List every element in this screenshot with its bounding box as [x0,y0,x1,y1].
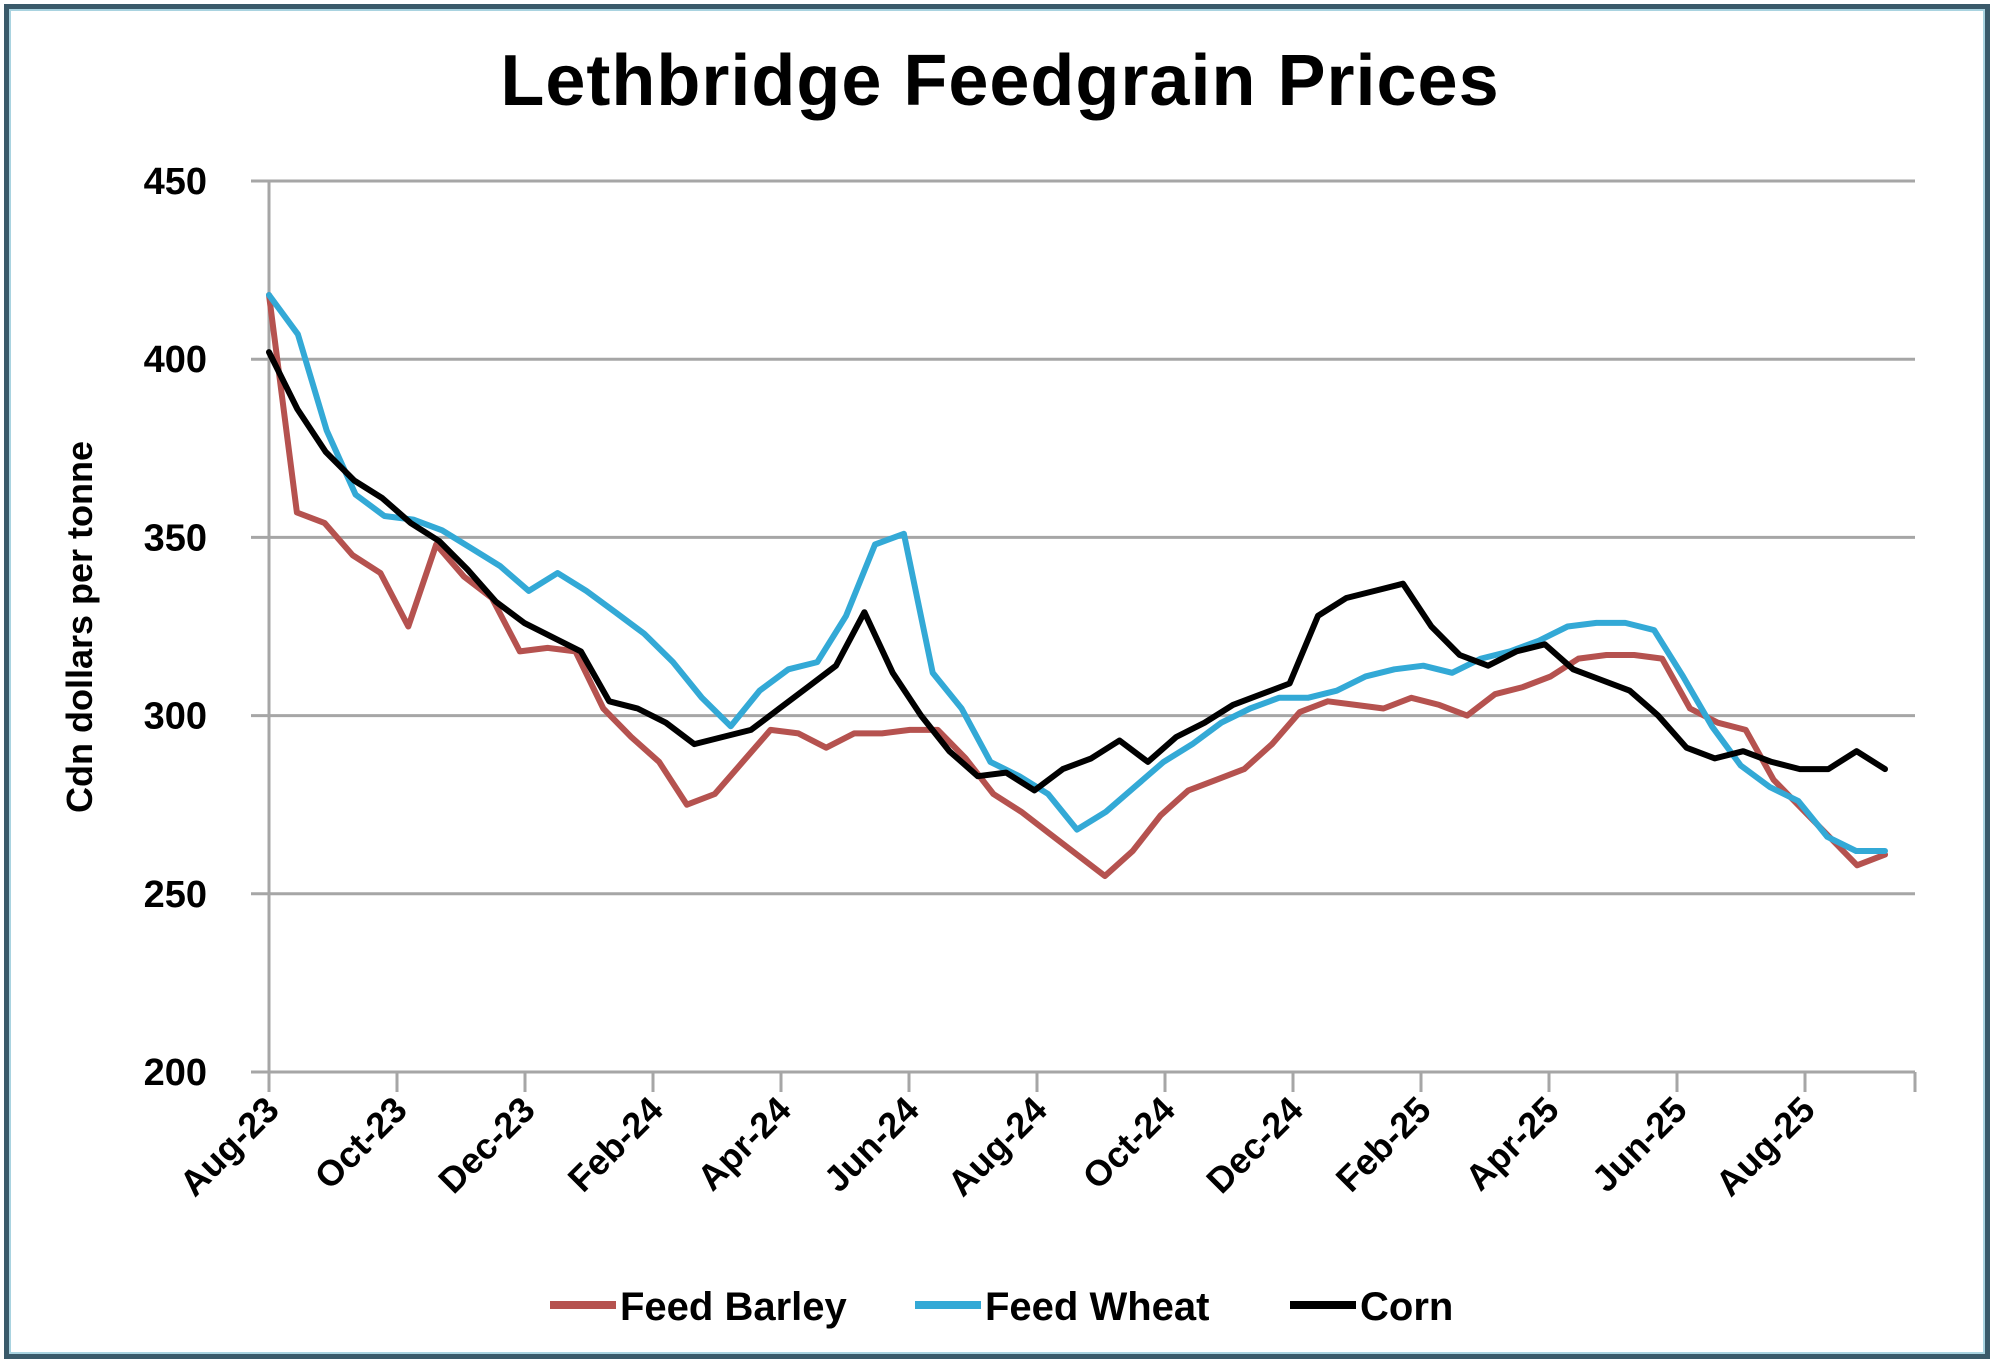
x-tick-label: Feb-24 [560,1089,671,1200]
y-tick-label: 400 [144,339,207,381]
chart-title: Lethbridge Feedgrain Prices [500,41,1500,121]
x-tick-label: Dec-23 [430,1089,542,1201]
x-tick-label: Jun-24 [816,1089,927,1200]
y-tick-label: 450 [144,161,207,203]
x-tick-label: Oct-24 [1074,1089,1182,1197]
x-tick-label: Feb-25 [1328,1089,1439,1200]
y-tick-label: 350 [144,517,207,559]
legend-label: Feed Wheat [985,1285,1209,1329]
x-tick-label: Oct-23 [306,1089,414,1197]
series-line-corn [266,349,1888,794]
x-tick-label: Aug-24 [939,1089,1054,1204]
series-line-feed-wheat [266,292,1888,854]
chart-frame [4,4,1990,1359]
series-line-feed-barley [266,292,1888,879]
x-tick-label: Apr-25 [1457,1089,1567,1199]
y-axis: 200 250 300 350 400 450 [144,161,271,1094]
y-tick-label: 300 [144,696,207,738]
x-tick-label: Jun-25 [1584,1089,1695,1200]
series-lines [266,292,1888,879]
legend-label: Corn [1360,1285,1453,1329]
legend-label: Feed Barley [620,1285,848,1329]
y-tick-label: 200 [144,1052,207,1094]
legend: Feed Barley Feed Wheat Corn [550,1285,1453,1329]
y-tick-label: 250 [144,874,207,916]
gridlines [251,179,1915,1074]
x-axis: Aug-23 Oct-23 Dec-23 Feb-24 Apr-24 Jun-24 Aug-… [171,1072,1917,1204]
x-tick-label: Aug-23 [171,1089,286,1204]
x-tick-label: Apr-24 [689,1089,799,1199]
x-tick-label: Dec-24 [1198,1089,1310,1201]
y-axis-title: Cdn dollars per tonne [59,441,100,813]
x-tick-label: Aug-25 [1707,1089,1822,1204]
